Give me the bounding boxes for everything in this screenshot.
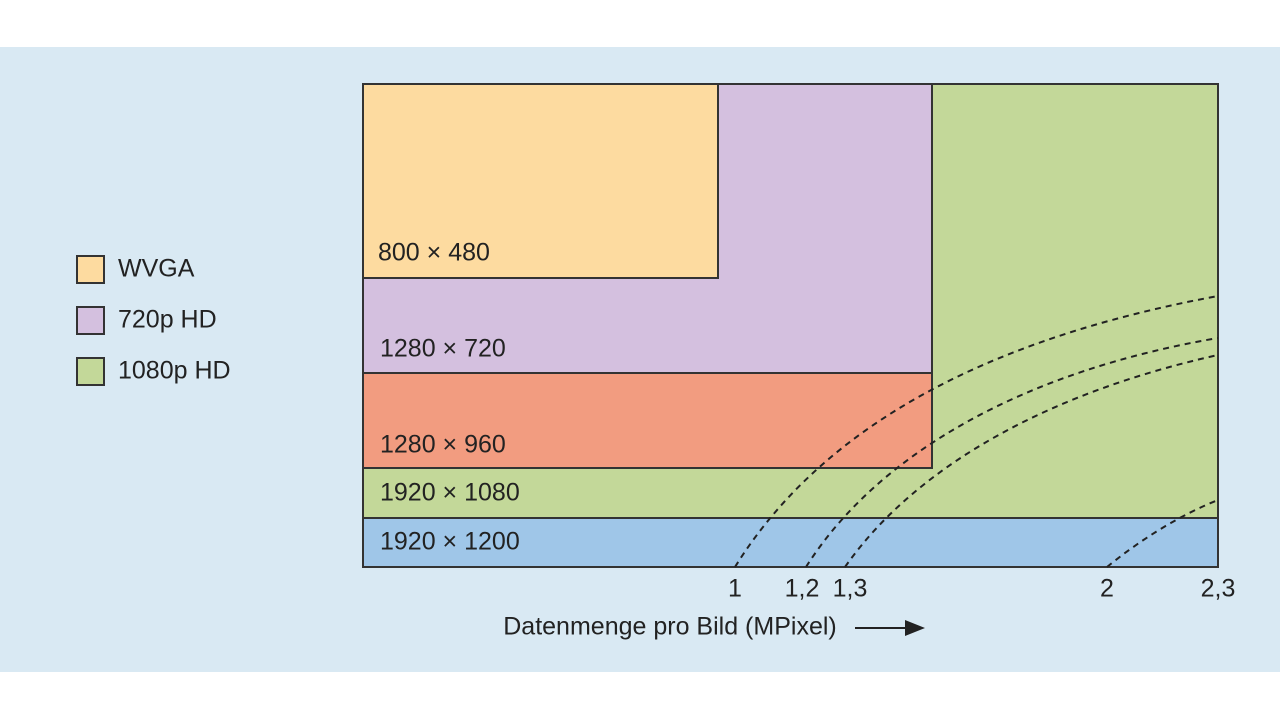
legend-swatch <box>76 255 105 284</box>
box-label: 1920 × 1200 <box>380 528 520 556</box>
legend-swatch <box>76 357 105 386</box>
legend-swatch <box>76 306 105 335</box>
box-1920x1200 <box>362 517 1219 568</box>
tick-label: 1,2 <box>785 575 820 603</box>
axis-label: Datenmenge pro Bild (MPixel) <box>503 613 836 641</box>
frame <box>362 83 1219 568</box>
legend-label: 720p HD <box>118 306 217 334</box>
tick-label: 1,3 <box>833 575 868 603</box>
curve <box>805 337 1219 568</box>
curve <box>1106 499 1219 568</box>
tick-label: 2 <box>1100 575 1114 603</box>
box-wvga <box>362 83 719 279</box>
box-label: 800 × 480 <box>378 239 490 267</box>
legend-label: 1080p HD <box>118 357 231 385</box>
box-label: 1920 × 1080 <box>380 479 520 507</box>
box-label: 1280 × 720 <box>380 335 506 363</box>
box-label: 1280 × 960 <box>380 431 506 459</box>
legend-label: WVGA <box>118 255 195 283</box>
curve <box>734 295 1219 568</box>
tick-label: 1 <box>728 575 742 603</box>
tick-label: 2,3 <box>1201 575 1236 603</box>
axis-arrowhead <box>905 620 925 636</box>
